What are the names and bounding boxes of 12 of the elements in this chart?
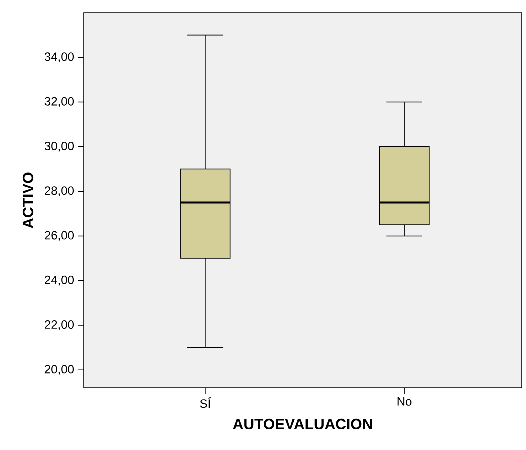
x-tick-label: SÍ [200, 398, 212, 408]
x-tick-label: No [398, 398, 412, 406]
x-axis-title: AUTOEVALUACION [233, 418, 372, 430]
y-tick-label: 20,00 [45, 365, 74, 376]
y-tick-label: 26,00 [45, 231, 74, 242]
y-tick-label: 24,00 [45, 276, 74, 286]
y-tick-label: 28,00 [45, 186, 74, 197]
y-tick-label: 34,00 [44, 52, 74, 63]
y-tick-label: 30,00 [44, 142, 74, 152]
y-tick-label: 22,00 [45, 320, 74, 330]
y-axis-title: ACTIVO [22, 172, 34, 228]
y-tick-label: 32,00 [44, 97, 74, 108]
